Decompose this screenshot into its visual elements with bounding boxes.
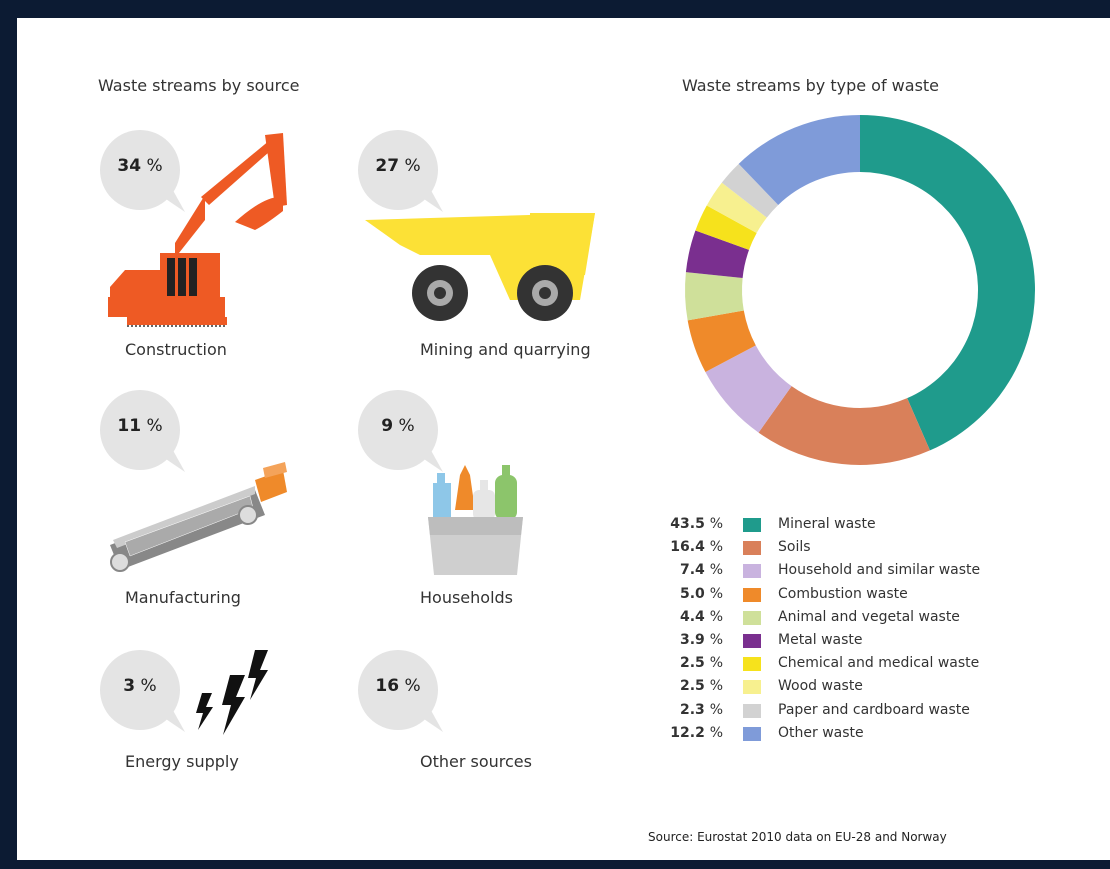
legend-percent: 16.4 % <box>670 539 723 556</box>
source-note: Source: Eurostat 2010 data on EU-28 and … <box>648 830 947 844</box>
legend-label: Wood waste <box>778 678 863 695</box>
legend-percent: 4.4 % <box>680 608 723 625</box>
legend-row: 5.0 % Combustion waste <box>663 584 1043 606</box>
legend-label: Soils <box>778 539 811 556</box>
legend-row: 12.2 % Other waste <box>663 723 1043 745</box>
right-title: Waste streams by type of waste <box>682 76 940 95</box>
legend-percent: 2.5 % <box>680 678 723 695</box>
legend-percent: 3.9 % <box>680 632 723 648</box>
legend-label: Animal and vegetal waste <box>778 608 960 625</box>
conveyor-belt-icon <box>110 462 287 572</box>
excavator-icon <box>108 133 287 327</box>
source-label: Mining and quarrying <box>420 340 591 359</box>
legend-label: Paper and cardboard waste <box>778 701 970 718</box>
donut-slice <box>758 386 930 465</box>
source-label: Energy supply <box>125 752 239 771</box>
lightning-icon <box>196 650 268 735</box>
donut-slice <box>706 182 767 234</box>
legend-label: Other waste <box>778 724 864 741</box>
source-percent: 11 % <box>117 416 163 436</box>
donut-slice <box>860 115 1035 451</box>
legend-swatch <box>743 634 761 648</box>
legend-swatch <box>743 587 761 602</box>
source-percent: 16 % <box>375 676 421 696</box>
legend-percent: 2.3 % <box>680 701 723 718</box>
legend-swatch <box>743 680 761 695</box>
legend-swatch <box>743 726 761 741</box>
donut-slice <box>695 205 757 250</box>
source-percent: 27 % <box>375 156 421 176</box>
source-bubble: 11 % <box>100 390 185 472</box>
donut-slice <box>721 163 779 218</box>
legend-swatch <box>743 541 761 556</box>
legend-percent: 12.2 % <box>670 724 723 741</box>
legend-swatch <box>743 610 761 625</box>
legend-percent: 2.5 % <box>680 655 723 672</box>
left-title: Waste streams by source <box>98 76 300 95</box>
donut-slice <box>685 230 750 278</box>
legend-label: Mineral waste <box>778 516 876 532</box>
legend-swatch <box>743 564 761 579</box>
donut-slice <box>738 115 860 205</box>
source-label: Households <box>420 588 514 607</box>
donut-slice <box>705 345 792 433</box>
source-percent: 9 % <box>381 416 415 436</box>
legend-row: 2.5 % Wood waste <box>663 676 1043 698</box>
legend-row: 16.4 % Soils <box>663 537 1043 559</box>
legend-percent: 7.4 % <box>680 562 723 579</box>
source-bubble: 3 % <box>100 650 185 732</box>
household-bottles-icon <box>428 465 523 575</box>
donut-slice <box>687 310 756 373</box>
source-bubble: 9 % <box>358 390 443 472</box>
source-percent: 3 % <box>123 676 157 696</box>
donut-slice <box>685 272 744 321</box>
legend-label: Metal waste <box>778 632 863 648</box>
legend-row: 7.4 % Household and similar waste <box>663 560 1043 582</box>
legend-row: 4.4 % Animal and vegetal waste <box>663 607 1043 629</box>
source-bubble: 27 % <box>358 130 443 212</box>
legend-row: 2.3 % Paper and cardboard waste <box>663 700 1043 722</box>
legend-swatch <box>743 657 761 672</box>
legend-row: 2.5 % Chemical and medical waste <box>663 653 1043 675</box>
legend-percent: 43.5 % <box>670 516 723 532</box>
legend-row: 3.9 % Metal waste <box>663 630 1043 652</box>
legend-swatch <box>743 518 761 532</box>
legend-label: Household and similar waste <box>778 562 981 579</box>
source-bubble: 16 % <box>358 650 443 732</box>
donut-chart <box>685 115 1035 465</box>
source-label: Construction <box>125 340 227 359</box>
source-label: Manufacturing <box>125 588 241 607</box>
legend-swatch <box>743 703 761 718</box>
source-label: Other sources <box>420 752 532 771</box>
source-percent: 34 % <box>117 156 163 176</box>
legend-percent: 5.0 % <box>680 585 723 602</box>
legend-label: Combustion waste <box>778 585 908 602</box>
dump-truck-icon <box>365 213 595 321</box>
legend-row: 43.5 % Mineral waste <box>663 514 1043 536</box>
legend-label: Chemical and medical waste <box>778 655 980 672</box>
source-bubble: 34 % <box>100 130 185 212</box>
